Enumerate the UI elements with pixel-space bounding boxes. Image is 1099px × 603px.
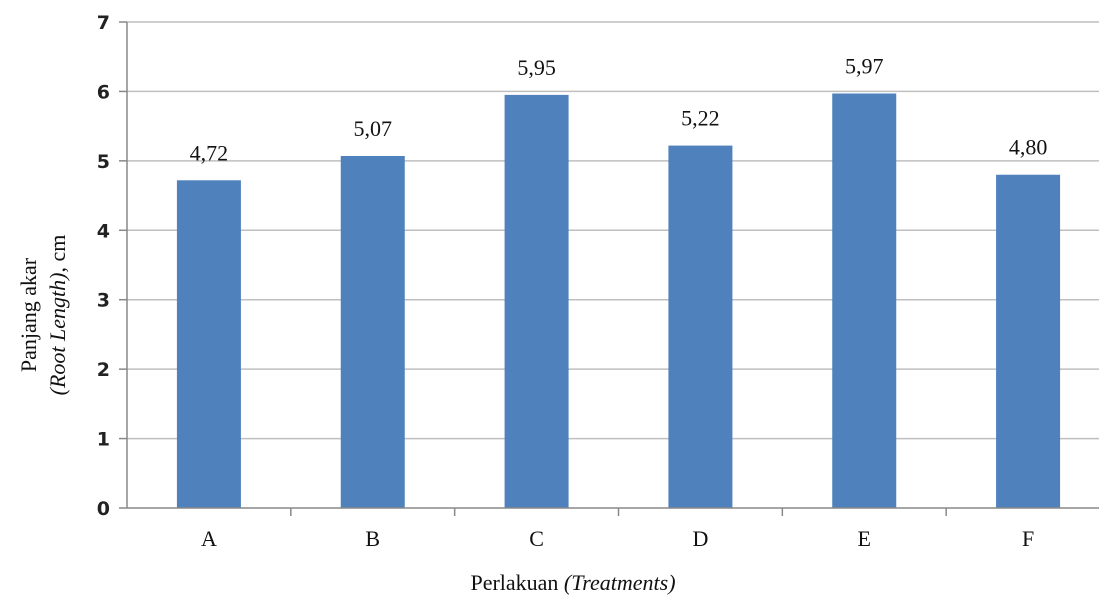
y-axis-label-unit: , cm: [45, 235, 70, 273]
x-tick-label-F: F: [1022, 526, 1034, 551]
y-axis-label-line2: (Root Length), cm: [45, 235, 70, 396]
data-label-D: 5,22: [681, 106, 720, 131]
x-tick-label-B: B: [365, 526, 380, 551]
x-axis-label-main: Perlakuan: [470, 570, 563, 595]
axes: [119, 21, 1099, 516]
bar-B: [340, 155, 405, 509]
x-tick-labels: A B C D E F: [201, 526, 1034, 551]
x-tick-label-D: D: [692, 526, 708, 551]
y-tick-labels: 0 1 2 3 4 5 6 7: [97, 12, 110, 520]
bars: [176, 93, 1061, 509]
y-tick-label-4: 4: [97, 220, 110, 242]
y-tick-label-7: 7: [97, 12, 110, 34]
bar-E: [832, 93, 897, 509]
x-axis-label-italic: (Treatments): [564, 570, 676, 595]
data-label-A: 4,72: [190, 140, 229, 165]
x-tick-label-C: C: [529, 526, 544, 551]
y-tick-label-5: 5: [97, 151, 110, 173]
y-tick-label-3: 3: [97, 290, 110, 312]
x-tick-label-A: A: [201, 526, 217, 551]
data-label-F: 4,80: [1009, 135, 1048, 160]
x-axis-label: Perlakuan (Treatments): [470, 570, 675, 595]
y-tick-label-0: 0: [97, 498, 110, 520]
y-tick-label-1: 1: [97, 429, 110, 451]
data-label-C: 5,95: [517, 55, 556, 80]
y-tick-label-6: 6: [97, 81, 110, 103]
bar-D: [668, 145, 733, 508]
data-label-B: 5,07: [354, 116, 393, 141]
data-label-E: 5,97: [845, 54, 884, 79]
bar-F: [996, 174, 1061, 508]
y-axis-label-line1: Panjang akar: [16, 257, 41, 372]
bar-C: [504, 94, 569, 509]
y-tick-label-2: 2: [97, 359, 110, 381]
grid-lines: [127, 21, 1099, 440]
bar-A: [176, 180, 241, 508]
x-tick-label-E: E: [858, 526, 871, 551]
data-labels: 4,72 5,07 5,95 5,22 5,97 4,80: [190, 54, 1048, 166]
y-axis-label-italic: (Root Length): [45, 273, 70, 396]
